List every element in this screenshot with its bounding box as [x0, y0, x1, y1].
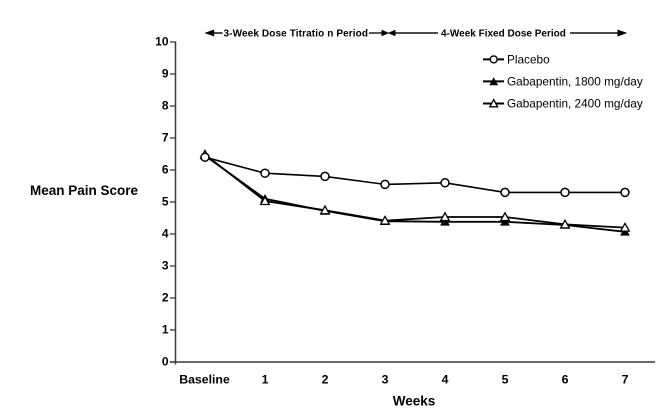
svg-text:9: 9: [162, 67, 169, 81]
svg-text:6: 6: [562, 373, 569, 387]
svg-text:6: 6: [162, 163, 169, 177]
svg-text:Weeks: Weeks: [393, 394, 436, 409]
svg-text:3-Week Dose Titratio n Period: 3-Week Dose Titratio n Period: [224, 29, 369, 40]
svg-text:2: 2: [162, 291, 169, 305]
svg-text:3: 3: [382, 373, 389, 387]
svg-text:1: 1: [262, 373, 269, 387]
svg-text:4-Week Fixed Dose Period: 4-Week Fixed Dose Period: [441, 29, 566, 40]
svg-text:4: 4: [162, 227, 169, 241]
svg-text:Placebo: Placebo: [507, 52, 550, 66]
svg-text:4: 4: [442, 373, 449, 387]
svg-text:Gabapentin, 2400 mg/day: Gabapentin, 2400 mg/day: [507, 97, 643, 111]
svg-text:Mean Pain Score: Mean Pain Score: [30, 183, 139, 198]
svg-text:7: 7: [622, 373, 629, 387]
svg-text:2: 2: [322, 373, 329, 387]
svg-text:Baseline: Baseline: [179, 373, 230, 387]
svg-text:7: 7: [162, 131, 169, 145]
svg-text:0: 0: [162, 355, 169, 369]
svg-text:Gabapentin, 1800 mg/day: Gabapentin, 1800 mg/day: [507, 75, 643, 89]
svg-text:10: 10: [155, 35, 169, 49]
svg-text:5: 5: [502, 373, 509, 387]
svg-text:5: 5: [162, 195, 169, 209]
svg-text:3: 3: [162, 259, 169, 273]
svg-text:1: 1: [162, 323, 169, 337]
svg-text:8: 8: [162, 99, 169, 113]
